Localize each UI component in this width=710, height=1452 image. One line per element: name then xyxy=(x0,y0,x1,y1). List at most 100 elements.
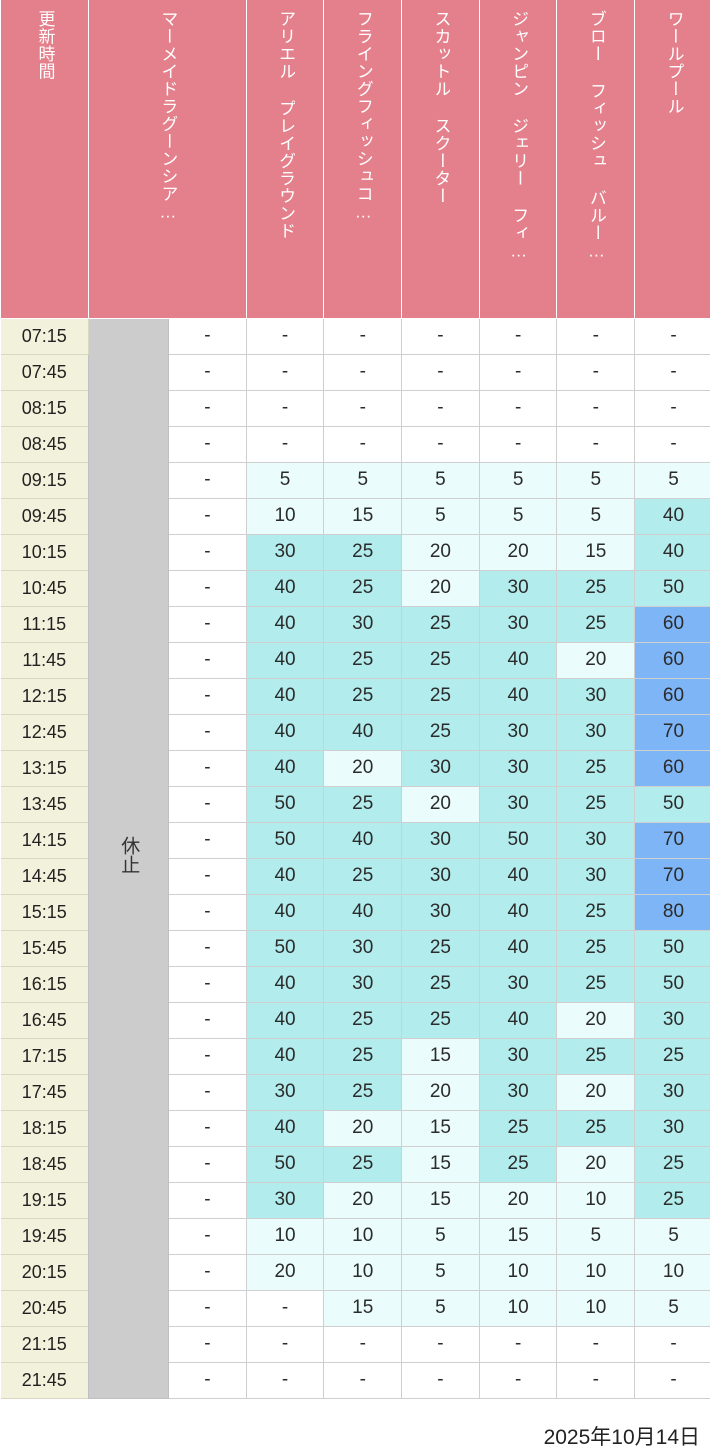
wait-cell: 20 xyxy=(556,1073,636,1111)
wait-cell: 40 xyxy=(478,929,558,967)
header-attraction-5[interactable]: ブロー フィッシュ バルー… xyxy=(556,0,636,319)
wait-cell: 70 xyxy=(634,713,710,751)
header-attraction-4[interactable]: ジャンピン ジェリー フィ… xyxy=(478,0,558,319)
wait-cell: - xyxy=(323,425,403,463)
wait-cell: 20 xyxy=(401,785,480,823)
row-time: 08:45 xyxy=(0,425,89,463)
table-row: 12:45-40 40 25 30 30 70 xyxy=(0,713,710,751)
table-row: 09:15-5 5 5 5 5 5 xyxy=(0,461,710,499)
wait-cell: - xyxy=(401,317,480,355)
header-attraction-1[interactable]: アリエル プレイグラウンド xyxy=(245,0,325,319)
wait-cell: 25 xyxy=(323,857,403,895)
footer-date: 2025年10月14日 xyxy=(543,1425,700,1449)
wait-cell: - xyxy=(245,425,325,463)
wait-cell: 25 xyxy=(556,1037,636,1075)
wait-cell: 15 xyxy=(478,1217,558,1255)
wait-cell: 50 xyxy=(634,965,710,1003)
wait-cell: 30 xyxy=(478,605,558,643)
wait-cell: - xyxy=(634,1361,710,1399)
table-row: 13:45-50 25 20 30 25 50 xyxy=(0,785,710,823)
wait-cell: 30 xyxy=(245,533,325,571)
wait-cell: 10 xyxy=(478,1253,558,1291)
wait-cell: 40 xyxy=(245,677,325,715)
wait-cell: - xyxy=(556,353,636,391)
wait-cell: 25 xyxy=(556,569,636,607)
wait-cell: 25 xyxy=(556,893,636,931)
wait-cell: - xyxy=(168,893,247,931)
wait-cell: 25 xyxy=(401,713,480,751)
wait-cell: - xyxy=(168,821,247,859)
row-time: 12:15 xyxy=(0,677,89,715)
wait-cell: 70 xyxy=(634,821,710,859)
wait-cell: 30 xyxy=(478,965,558,1003)
table-row: 11:15-40 30 25 30 25 60 xyxy=(0,605,710,643)
row-time: 13:15 xyxy=(0,749,89,787)
wait-cell: 5 xyxy=(634,461,710,499)
wait-cell: 30 xyxy=(401,749,480,787)
wait-cell: 40 xyxy=(245,857,325,895)
wait-cell: 40 xyxy=(245,749,325,787)
wait-cell: 50 xyxy=(245,929,325,967)
wait-cell: 5 xyxy=(556,461,636,499)
wait-cell: 10 xyxy=(634,1253,710,1291)
wait-cell: 40 xyxy=(245,1109,325,1147)
wait-cell: 25 xyxy=(323,1073,403,1111)
wait-cell: - xyxy=(168,1109,247,1147)
header-attraction-3[interactable]: スカットル スクーター xyxy=(401,0,480,319)
row-time: 09:15 xyxy=(0,461,89,499)
wait-cell: - xyxy=(168,1037,247,1075)
wait-cell: 30 xyxy=(478,1037,558,1075)
row-time: 21:15 xyxy=(0,1325,89,1363)
wait-cell: - xyxy=(401,353,480,391)
wait-cell: 20 xyxy=(478,1181,558,1219)
wait-cell: - xyxy=(168,1325,247,1363)
wait-cell: - xyxy=(245,317,325,355)
wait-cell: 15 xyxy=(323,497,403,535)
wait-cell: 25 xyxy=(323,1001,403,1039)
table-row: 14:15-50 40 30 50 30 70 xyxy=(0,821,710,859)
wait-cell: 25 xyxy=(634,1037,710,1075)
wait-cell: 25 xyxy=(634,1181,710,1219)
row-time: 10:45 xyxy=(0,569,89,607)
wait-cell: 30 xyxy=(323,965,403,1003)
header-attraction-2[interactable]: フライングフィッシュコ… xyxy=(323,0,403,319)
wait-cell: - xyxy=(245,1289,325,1327)
table-row: 20:45- -15 5 10 10 5 xyxy=(0,1289,710,1327)
table-row: 11:45-40 25 25 40 20 60 xyxy=(0,641,710,679)
header-attraction-0[interactable]: マーメイドラグーンシア… xyxy=(88,0,247,319)
wait-cell: 15 xyxy=(556,533,636,571)
header-attraction-6[interactable]: ワールプール xyxy=(634,0,710,319)
wait-cell: 5 xyxy=(323,461,403,499)
wait-cell: 50 xyxy=(634,785,710,823)
wait-cell: - xyxy=(168,1289,247,1327)
wait-cell: 30 xyxy=(478,749,558,787)
wait-cell: 25 xyxy=(323,1145,403,1183)
wait-cell: 30 xyxy=(245,1073,325,1111)
wait-cell: 40 xyxy=(478,893,558,931)
wait-cell: 20 xyxy=(323,749,403,787)
wait-cell: - xyxy=(168,461,247,499)
wait-cell: - xyxy=(168,1217,247,1255)
wait-cell: 25 xyxy=(634,1145,710,1183)
wait-cell: - xyxy=(168,713,247,751)
wait-cell: 50 xyxy=(245,785,325,823)
wait-cell: 30 xyxy=(634,1001,710,1039)
table-row: 19:45-10 10 5 15 5 5 xyxy=(0,1217,710,1255)
wait-cell: - xyxy=(323,1325,403,1363)
wait-cell: 60 xyxy=(634,677,710,715)
row-time: 17:15 xyxy=(0,1037,89,1075)
wait-cell: 30 xyxy=(401,893,480,931)
table-row: 10:15-30 25 20 20 15 40 xyxy=(0,533,710,571)
wait-cell: 30 xyxy=(245,1181,325,1219)
wait-cell: - xyxy=(168,965,247,1003)
row-time: 07:15 xyxy=(0,317,89,355)
wait-cell: 50 xyxy=(634,929,710,967)
wait-cell: 5 xyxy=(634,1217,710,1255)
wait-cell: 25 xyxy=(556,1109,636,1147)
row-time: 13:45 xyxy=(0,785,89,823)
wait-cell: 25 xyxy=(478,1145,558,1183)
header-attraction-label-2: フライングフィッシュコ… xyxy=(353,10,373,222)
wait-cell: - xyxy=(168,785,247,823)
wait-cell: 50 xyxy=(245,821,325,859)
